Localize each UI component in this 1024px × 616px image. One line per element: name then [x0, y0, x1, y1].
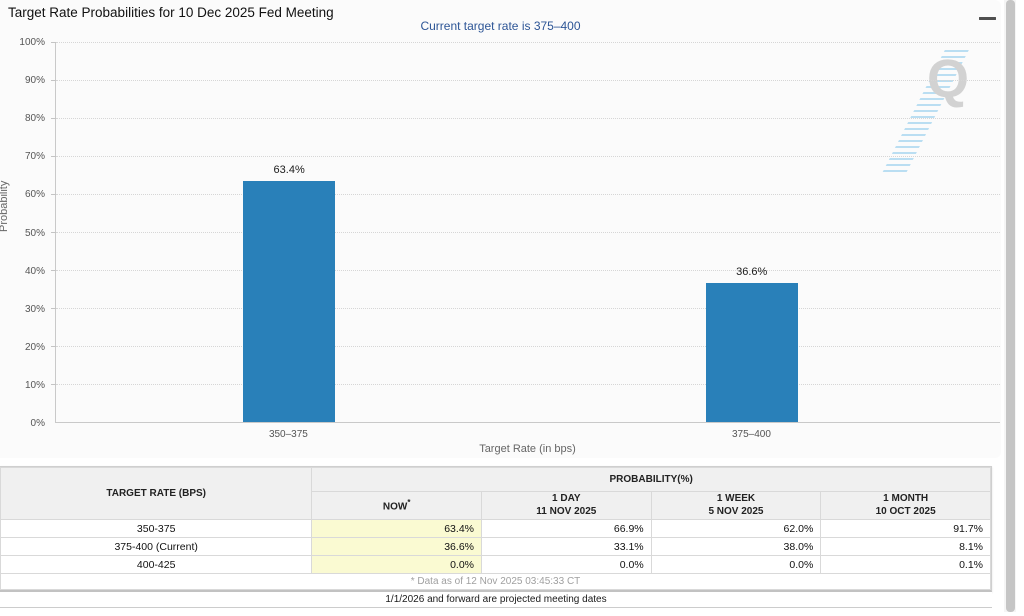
col-header-probability-group: PROBABILITY(%) [311, 467, 991, 492]
gridline [51, 42, 1000, 43]
gridline [51, 384, 1000, 385]
cell-1-day: 0.0% [481, 555, 652, 574]
gridline [51, 118, 1000, 119]
gridline [51, 346, 1000, 347]
table-row: 375-400 (Current) 36.6% 33.1% 38.0% 8.1% [0, 537, 991, 556]
cell-now: 36.6% [311, 537, 482, 556]
gridline [51, 270, 1000, 271]
gridline [51, 194, 1000, 195]
y-tick: 40% [24, 265, 45, 277]
y-tick: 90% [24, 75, 45, 87]
cell-1-week: 0.0% [650, 555, 822, 574]
col-header-1-week: 1 WEEK 5 NOV 2025 [650, 491, 822, 520]
y-tick: 100% [19, 37, 45, 48]
col-header-target-rate: TARGET RATE (BPS) [0, 467, 313, 520]
y-tick: 70% [24, 151, 45, 163]
y-tick: 0% [30, 418, 45, 429]
gridline [51, 80, 1000, 81]
gridline [51, 232, 1000, 233]
cell-now: 0.0% [311, 555, 482, 574]
cell-1-day: 66.9% [481, 519, 652, 538]
table-row: 400-425 0.0% 0.0% 0.0% 0.1% [0, 555, 991, 574]
now-asterisk: * [407, 497, 411, 507]
data-as-of-footnote: * Data as of 12 Nov 2025 03:45:33 CT [0, 573, 991, 590]
subheader-line2: 5 NOV 2025 [708, 505, 764, 517]
now-label: NOW [382, 500, 408, 512]
bar-value-label: 63.4% [273, 164, 305, 177]
menu-bar [979, 17, 996, 20]
y-tick: 10% [24, 379, 45, 391]
plot-area: 63.4% 36.6% [51, 42, 1000, 423]
col-header-now: NOW* [311, 491, 482, 520]
cell-rate: 400-425 [0, 555, 313, 574]
y-tick: 20% [24, 341, 45, 353]
probability-bar-350-375[interactable]: 63.4% [243, 164, 336, 422]
chart-card: Target Rate Probabilities for 10 Dec 202… [0, 5, 1000, 455]
gridline [51, 156, 1000, 157]
table-row: 350-375 63.4% 66.9% 62.0% 91.7% [0, 519, 991, 538]
cell-now: 63.4% [311, 519, 482, 538]
y-tick: 50% [24, 227, 45, 239]
x-axis-title: Target Rate (in bps) [479, 443, 576, 455]
y-tick: 60% [24, 189, 45, 201]
subheader-line2: 11 NOV 2025 [536, 505, 597, 517]
x-tick: 375–400 [731, 429, 771, 440]
cell-1-month: 91.7% [820, 519, 991, 538]
col-header-1-day: 1 DAY 11 NOV 2025 [481, 491, 652, 520]
y-tick: 80% [24, 113, 45, 125]
cell-1-day: 33.1% [481, 537, 652, 556]
cell-1-month: 8.1% [820, 537, 991, 556]
projected-dates-note: 1/1/2026 and forward are projected meeti… [0, 592, 992, 608]
y-axis-tick-labels: 100% 90% 80% 70% 60% 50% 40% 30% 20% 10%… [0, 37, 50, 429]
y-tick: 30% [24, 303, 45, 315]
x-tick: 350–375 [268, 429, 308, 440]
cell-1-month: 0.1% [820, 555, 991, 574]
cell-rate: 375-400 (Current) [0, 537, 313, 556]
probability-table-card: TARGET RATE (BPS) PROBABILITY(%) NOW* 1 … [0, 466, 992, 592]
col-header-1-month: 1 MONTH 10 OCT 2025 [820, 491, 991, 520]
current-target-rate-subtitle: Current target rate is 375–400 [420, 19, 581, 33]
probability-table: TARGET RATE (BPS) PROBABILITY(%) NOW* 1 … [0, 467, 991, 590]
vertical-scrollbar-thumb[interactable] [1006, 0, 1015, 612]
x-axis-tick-labels: 350–375 375–400 [55, 429, 1000, 443]
subheader-line1: 1 DAY [552, 493, 581, 504]
cell-1-week: 62.0% [650, 519, 822, 538]
y-axis-title: Probability [0, 180, 10, 232]
gridline [51, 308, 1000, 309]
probability-bar-375-400[interactable]: 36.6% [705, 266, 798, 422]
bar-value-label: 36.6% [736, 265, 768, 278]
subheader-line2: 10 OCT 2025 [875, 505, 936, 517]
page-title: Target Rate Probabilities for 10 Dec 202… [8, 5, 334, 20]
subheader-line1: 1 MONTH [883, 493, 929, 504]
hamburger-menu-icon[interactable] [979, 8, 997, 22]
cell-1-week: 38.0% [650, 537, 822, 556]
subheader-line1: 1 WEEK [716, 493, 756, 504]
cell-rate: 350-375 [0, 519, 313, 538]
